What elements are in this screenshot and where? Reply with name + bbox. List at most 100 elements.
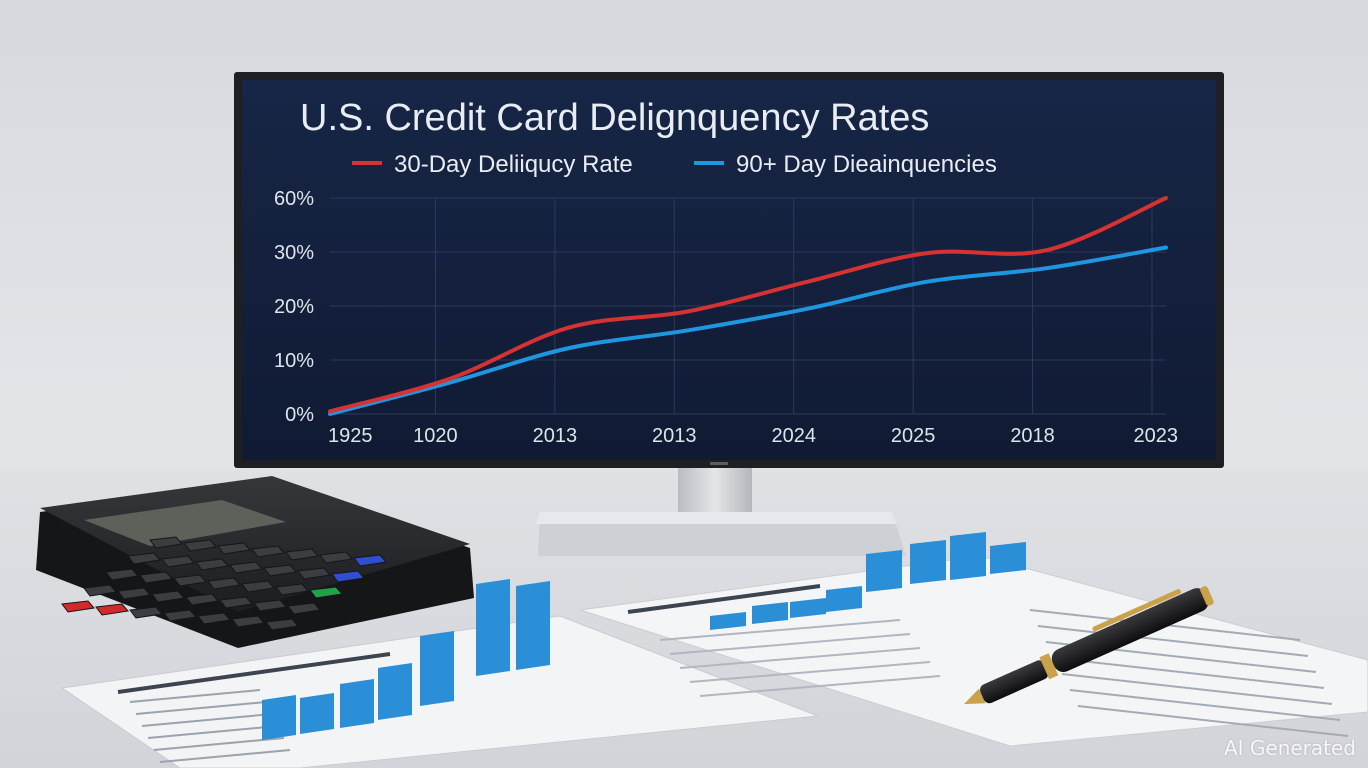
document-text-line bbox=[1061, 673, 1333, 705]
calculator-key bbox=[231, 615, 265, 628]
calculator-key bbox=[353, 554, 387, 567]
calculator-key bbox=[163, 609, 197, 622]
document-right-bar-chart bbox=[710, 532, 1026, 630]
calculator-display bbox=[84, 500, 286, 546]
calculator-key bbox=[287, 602, 321, 615]
legend-label-30-day: 30-Day Deliiqucy Rate bbox=[394, 151, 633, 178]
calculator-key bbox=[263, 564, 297, 577]
x-tick-label: 2023 bbox=[1134, 425, 1179, 447]
document-bar bbox=[340, 679, 374, 728]
calculator-key bbox=[161, 555, 195, 568]
y-tick-label: 10% bbox=[274, 350, 314, 372]
document-bar bbox=[262, 695, 296, 740]
document-text-line bbox=[1053, 657, 1325, 689]
document-bar bbox=[516, 581, 550, 670]
calculator-key bbox=[309, 586, 343, 599]
line-chart-plot: 0% 10% 20% 30% 60% 1925 1020 2013 2013 2024 2025 20… bbox=[274, 188, 1178, 447]
calculator-key bbox=[331, 570, 365, 583]
document-bar bbox=[420, 631, 454, 706]
document-text-line bbox=[1037, 625, 1309, 657]
x-tick-label: 1020 bbox=[413, 425, 458, 447]
pen bbox=[963, 586, 1214, 705]
calculator-key bbox=[251, 545, 285, 558]
x-tick-label: 2018 bbox=[1010, 425, 1055, 447]
document-text-line bbox=[679, 647, 921, 669]
document-bar bbox=[378, 663, 412, 720]
document-text-line bbox=[699, 675, 941, 697]
calculator-key bbox=[195, 558, 229, 571]
calculator-key bbox=[173, 574, 207, 587]
calculator-key bbox=[241, 580, 275, 593]
document-text-line bbox=[1077, 705, 1349, 737]
y-tick-label: 30% bbox=[274, 242, 314, 264]
document-text-line bbox=[159, 749, 291, 763]
document-heading-line bbox=[117, 652, 391, 694]
document-left bbox=[60, 579, 819, 768]
calculator-key bbox=[297, 567, 331, 580]
calculator-key bbox=[219, 596, 253, 609]
document-bar bbox=[752, 602, 788, 624]
y-tick-label: 20% bbox=[274, 296, 314, 318]
document-text-line bbox=[141, 713, 273, 727]
calculator-key bbox=[83, 584, 117, 597]
calculator-key bbox=[151, 590, 185, 603]
document-bar bbox=[710, 612, 746, 630]
document-bar bbox=[866, 550, 902, 592]
monitor-stand bbox=[536, 466, 906, 556]
calculator-key bbox=[275, 583, 309, 596]
legend-label-90-day: 90+ Day Dieainquencies bbox=[736, 151, 997, 178]
document-text-line bbox=[153, 737, 285, 751]
document-text-line bbox=[135, 701, 267, 715]
document-bar bbox=[910, 540, 946, 584]
calculator-key bbox=[265, 618, 299, 631]
y-tick-label: 0% bbox=[285, 404, 314, 426]
document-bar bbox=[790, 598, 826, 618]
document-right-text-lines bbox=[627, 584, 1349, 737]
calculator-key bbox=[149, 536, 183, 549]
calculator-key bbox=[139, 571, 173, 584]
ai-generated-watermark: AI Generated bbox=[1223, 736, 1356, 760]
document-bar bbox=[990, 542, 1026, 574]
calculator-key bbox=[183, 539, 217, 552]
calculator-key bbox=[61, 600, 95, 613]
chart-title: U.S. Credit Card Delignquency Rates bbox=[300, 97, 929, 139]
calculator-key bbox=[127, 552, 161, 565]
document-bar bbox=[476, 579, 510, 676]
y-tick-label: 60% bbox=[274, 188, 314, 210]
calculator-key bbox=[253, 599, 287, 612]
monitor: U.S. Credit Card Delignquency Rates 30-D… bbox=[234, 72, 1224, 468]
document-left-text-lines bbox=[117, 652, 391, 763]
x-tick-label: 2025 bbox=[891, 425, 936, 447]
calculator-key bbox=[105, 568, 139, 581]
calculator-key bbox=[95, 603, 129, 616]
x-tick-label: 2013 bbox=[533, 425, 578, 447]
calculator-key bbox=[319, 551, 353, 564]
x-tick-label: 2013 bbox=[652, 425, 697, 447]
document-bar bbox=[300, 693, 334, 734]
calculator-key bbox=[217, 542, 251, 555]
calculator-key bbox=[129, 606, 163, 619]
document-text-line bbox=[147, 725, 279, 739]
calculator-key bbox=[207, 577, 241, 590]
document-text-line bbox=[659, 619, 901, 641]
document-right bbox=[579, 532, 1368, 747]
chart-legend: 30-Day Deliiqucy Rate 90+ Day Dieainquen… bbox=[352, 151, 997, 178]
calculator-key bbox=[285, 548, 319, 561]
document-text-line bbox=[129, 689, 261, 703]
calculator-key bbox=[229, 561, 263, 574]
x-tick-label: 2024 bbox=[771, 425, 816, 447]
document-text-line bbox=[669, 633, 911, 655]
calculator bbox=[36, 476, 474, 648]
monitor-logo bbox=[710, 462, 728, 465]
calculator-key bbox=[117, 587, 151, 600]
calculator-keypad bbox=[61, 536, 387, 631]
calculator-key bbox=[197, 612, 231, 625]
document-text-line bbox=[1069, 689, 1341, 721]
x-tick-label: 1925 bbox=[328, 425, 373, 447]
document-text-line bbox=[689, 661, 931, 683]
series-line-1 bbox=[328, 245, 1168, 416]
document-bar bbox=[950, 532, 986, 580]
document-bar bbox=[826, 586, 862, 612]
series-line-0 bbox=[328, 196, 1168, 414]
